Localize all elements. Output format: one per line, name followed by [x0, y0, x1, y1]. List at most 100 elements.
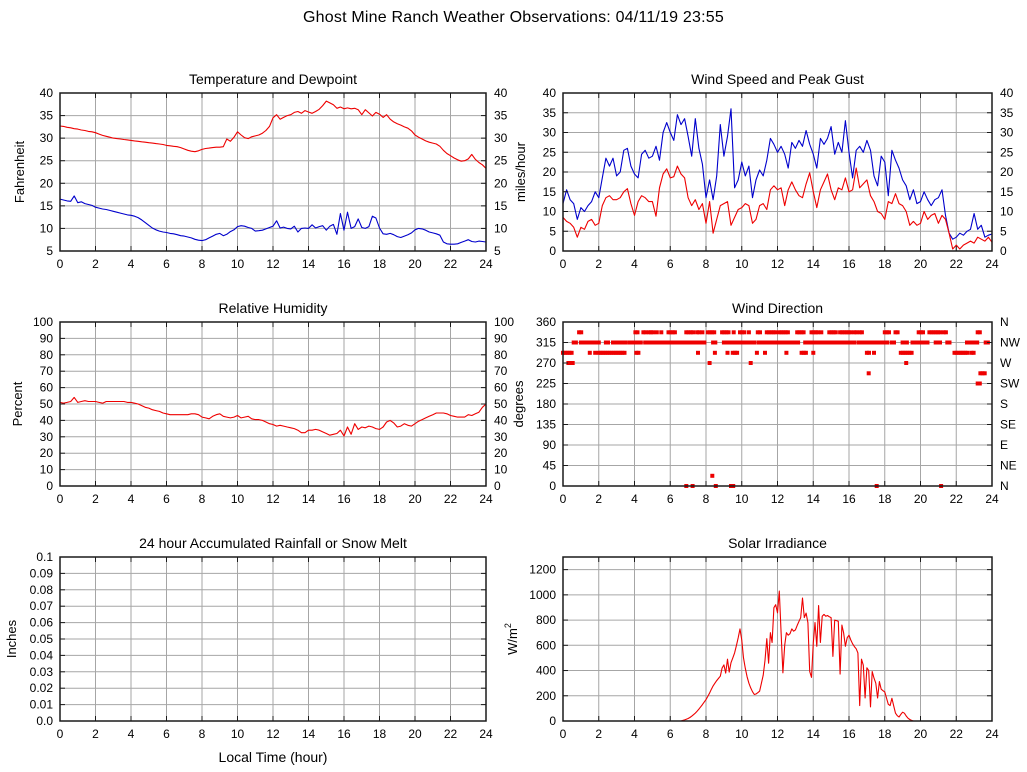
right-tick-label: 100 — [494, 315, 514, 329]
y-axis-label-superscript: 2 — [503, 623, 513, 628]
y-tick-label: 80 — [40, 348, 54, 362]
right-tick-label: E — [1000, 438, 1008, 452]
right-tick-label: 0 — [494, 479, 501, 493]
y-tick-label: 1000 — [529, 588, 556, 602]
plot-border — [59, 92, 487, 252]
y-axis-label: Fahrenheit — [12, 141, 27, 204]
x-tick-label: 22 — [444, 492, 458, 506]
x-tick-label: 18 — [373, 727, 387, 741]
x-tick-label: 8 — [703, 727, 710, 741]
y-tick-label: 0.01 — [30, 698, 54, 712]
right-tick-label: W — [1000, 356, 1012, 370]
x-tick-label: 16 — [842, 492, 856, 506]
plot-border — [59, 321, 487, 487]
x-tick-label: 20 — [408, 257, 422, 271]
right-tick-label: 25 — [494, 154, 508, 168]
y-tick-label: 25 — [40, 154, 54, 168]
y-tick-label: 270 — [536, 356, 556, 370]
y-tick-label: 0.09 — [30, 566, 54, 580]
x-tick-label: 10 — [735, 727, 749, 741]
x-tick-label: 22 — [950, 257, 964, 271]
y-tick-label: 0.03 — [30, 665, 54, 679]
right-tick-label: 30 — [1000, 126, 1014, 140]
x-tick-label: 16 — [842, 257, 856, 271]
y-tick-label: 0.06 — [30, 616, 54, 630]
x-tick-label: 4 — [128, 492, 135, 506]
y-tick-label: 0.04 — [30, 648, 54, 662]
x-tick-label: 12 — [266, 727, 280, 741]
y-tick-label: 35 — [40, 109, 54, 123]
x-tick-label: 24 — [479, 257, 493, 271]
dewpoint-line — [59, 195, 487, 245]
gridlines — [563, 322, 992, 486]
y-tick-label: 40 — [40, 86, 54, 100]
x-tick-label: 20 — [914, 257, 928, 271]
y-tick-label: 0.07 — [30, 599, 54, 613]
y-tick-label: 135 — [536, 418, 556, 432]
x-tick-label: 16 — [842, 727, 856, 741]
right-tick-label: 15 — [494, 199, 508, 213]
x-tick-label: 16 — [337, 492, 351, 506]
gridlines — [60, 93, 486, 251]
chart-title: Wind Speed and Peak Gust — [691, 71, 864, 87]
x-tick-label: 0 — [57, 727, 64, 741]
x-tick-label: 12 — [771, 492, 785, 506]
humidity-line — [59, 396, 487, 437]
y-tick-label: 70 — [40, 364, 54, 378]
x-tick-label: 2 — [595, 727, 602, 741]
chart-title: Wind Direction — [732, 300, 823, 316]
y-tick-label: 0.05 — [30, 632, 54, 646]
y-tick-label: 15 — [543, 185, 557, 199]
x-tick-label: 14 — [807, 492, 821, 506]
plot-border — [562, 556, 993, 722]
chart-title: 24 hour Accumulated Rainfall or Snow Mel… — [139, 535, 407, 551]
right-tick-label: 30 — [494, 131, 508, 145]
x-tick-label: 10 — [735, 492, 749, 506]
right-tick-label: SW — [1000, 377, 1020, 391]
y-tick-label: 40 — [40, 413, 54, 427]
right-tick-label: NE — [1000, 459, 1017, 473]
y-tick-label: 315 — [536, 336, 556, 350]
y-tick-label: 200 — [536, 689, 556, 703]
x-tick-label: 4 — [128, 727, 135, 741]
x-tick-label: 24 — [985, 727, 999, 741]
x-tick-label: 0 — [560, 492, 567, 506]
y-tick-label: 400 — [536, 664, 556, 678]
x-tick-label: 6 — [667, 727, 674, 741]
y-tick-label: 360 — [536, 315, 556, 329]
y-axis-label: miles/hour — [513, 141, 528, 202]
y-tick-label: 40 — [543, 86, 557, 100]
y-tick-label: 0 — [549, 479, 556, 493]
x-tick-label: 16 — [337, 257, 351, 271]
x-tick-label: 6 — [163, 727, 170, 741]
x-tick-label: 12 — [771, 257, 785, 271]
x-tick-label: 2 — [92, 257, 99, 271]
right-tick-label: N — [1000, 479, 1009, 493]
x-tick-label: 8 — [703, 257, 710, 271]
right-tick-label: 35 — [494, 109, 508, 123]
right-tick-label: 10 — [494, 463, 508, 477]
y-axis-label: degrees — [511, 380, 526, 427]
x-tick-label: 22 — [444, 727, 458, 741]
right-tick-label: S — [1000, 397, 1008, 411]
x-tick-label: 20 — [408, 727, 422, 741]
y-tick-label: 15 — [40, 199, 54, 213]
y-tick-label: 30 — [40, 131, 54, 145]
right-tick-label: 50 — [494, 397, 508, 411]
y-tick-label: 50 — [40, 397, 54, 411]
x-tick-label: 24 — [479, 727, 493, 741]
right-tick-label: 10 — [1000, 205, 1014, 219]
x-tick-label: 18 — [878, 492, 892, 506]
chart-title: Relative Humidity — [219, 300, 328, 316]
right-tick-label: 90 — [494, 331, 508, 345]
x-tick-label: 22 — [950, 492, 964, 506]
x-tick-label: 2 — [92, 492, 99, 506]
y-tick-label: 20 — [40, 176, 54, 190]
right-tick-label: N — [1000, 315, 1009, 329]
y-tick-label: 5 — [549, 224, 556, 238]
